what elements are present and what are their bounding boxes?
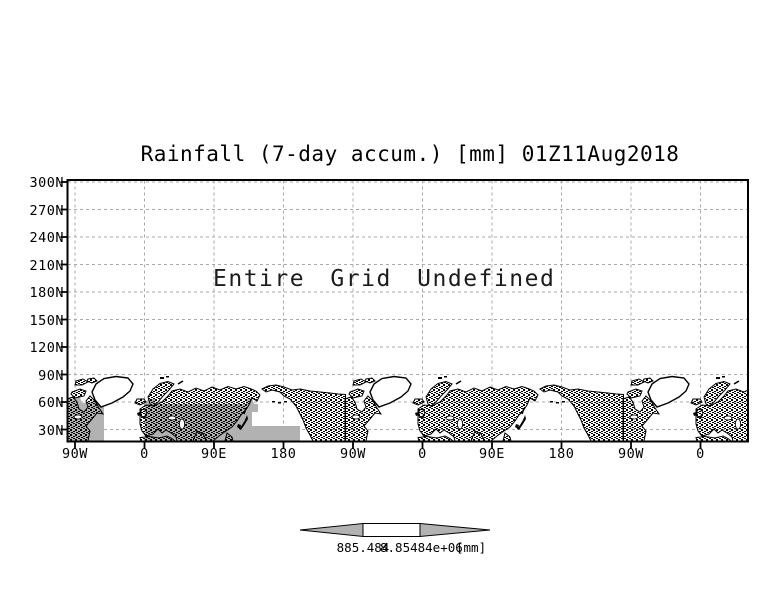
x-tick-label: 90E [479,446,505,462]
y-tick-label: 180N [29,285,64,301]
x-tick-label: 90W [340,446,366,462]
colorbar-units-label: [mm] [456,540,487,555]
plot-title: Rainfall (7-day accum.) [mm] 01Z11Aug201… [140,142,680,166]
colorbar [299,522,491,538]
world-map [68,375,748,441]
y-tick-label: 270N [29,202,64,219]
colorbar-left-arrow [299,522,364,538]
colorbar-right-label: 8.85484e+06 [380,540,463,555]
y-tick-label: 120N [29,340,64,356]
y-tick-label: 210N [29,257,64,274]
y-tick-label: 60N [38,395,64,411]
x-tick-label: 180 [270,446,297,462]
y-tick-label: 90N [38,367,64,384]
y-tick-label: 240N [29,230,64,246]
x-tick-label: 180 [548,446,575,462]
undefined-grid-message: Entire Grid Undefined [213,266,556,292]
x-tick-label: 0 [696,446,705,462]
plot-frame [66,179,749,443]
colorbar-box [362,523,421,537]
x-tick-label: 0 [140,446,149,462]
colorbar-left-label: 885.484 [336,540,390,555]
y-tick-label: 300N [29,175,64,191]
y-tick-label: 30N [38,422,64,439]
x-tick-label: 90E [201,446,227,462]
x-tick-label: 90W [62,446,88,462]
colorbar-right-arrow [419,522,491,538]
y-tick-label: 150N [29,312,64,329]
x-tick-label: 0 [418,446,427,462]
x-tick-label: 90W [618,446,644,462]
axis-tick-marks [60,181,702,449]
